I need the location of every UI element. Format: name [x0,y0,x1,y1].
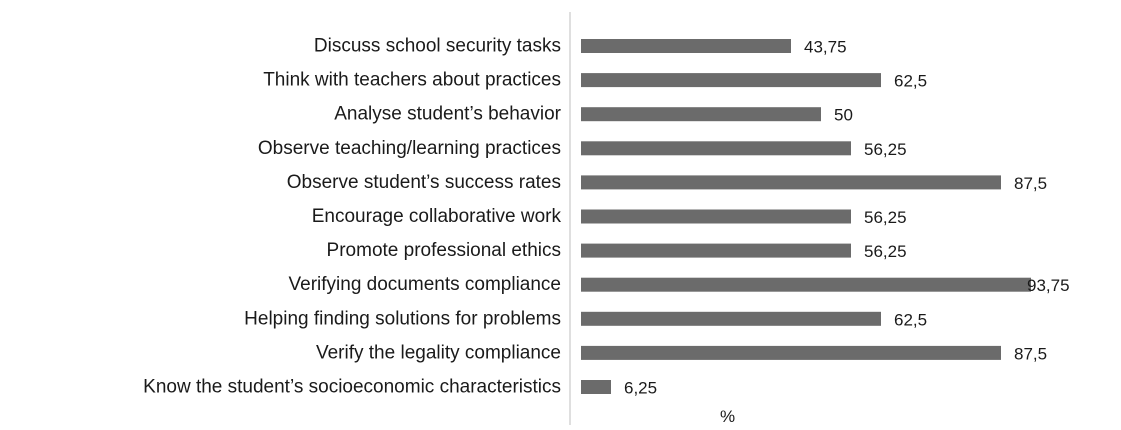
bar [581,277,1031,292]
category-label: Observe student’s success rates [287,172,561,193]
bar [581,107,821,122]
category-label: Helping finding solutions for problems [244,308,561,329]
category-label: Verify the legality compliance [316,342,561,363]
value-label: 56,25 [864,140,907,159]
bar [581,345,1001,360]
value-label: 6,25 [624,379,657,398]
bar [581,175,1001,190]
category-label: Know the student’s socioeconomic charact… [143,377,561,398]
category-label: Observe teaching/learning practices [258,138,561,159]
value-label: 43,75 [804,38,847,57]
bar [581,380,611,394]
bar [581,209,851,224]
bar [581,73,881,88]
category-label: Think with teachers about practices [263,70,561,91]
bar [581,141,851,156]
value-label: 93,75 [1027,276,1070,295]
category-labels: Discuss school security tasks Think with … [143,36,562,398]
value-labels: 43,75 62,5 50 56,25 87,5 56,25 56,25 93,75 62,5 8… [624,38,1070,398]
category-label: Promote professional ethics [327,240,561,261]
value-label: 62,5 [894,72,927,91]
category-label: Verifying documents compliance [289,274,561,295]
value-label: 87,5 [1014,174,1047,193]
category-label: Encourage collaborative work [312,206,562,227]
value-label: 87,5 [1014,344,1047,363]
bar [581,243,851,258]
bar [581,39,791,53]
value-label: 62,5 [894,310,927,329]
x-axis-unit-label: % [720,407,735,426]
bar [581,311,881,326]
category-label: Discuss school security tasks [314,36,561,57]
bars [581,39,1031,394]
value-label: 56,25 [864,208,907,227]
value-label: 50 [834,106,853,125]
value-label: 56,25 [864,242,907,261]
category-label: Analyse student’s behavior [334,104,561,125]
